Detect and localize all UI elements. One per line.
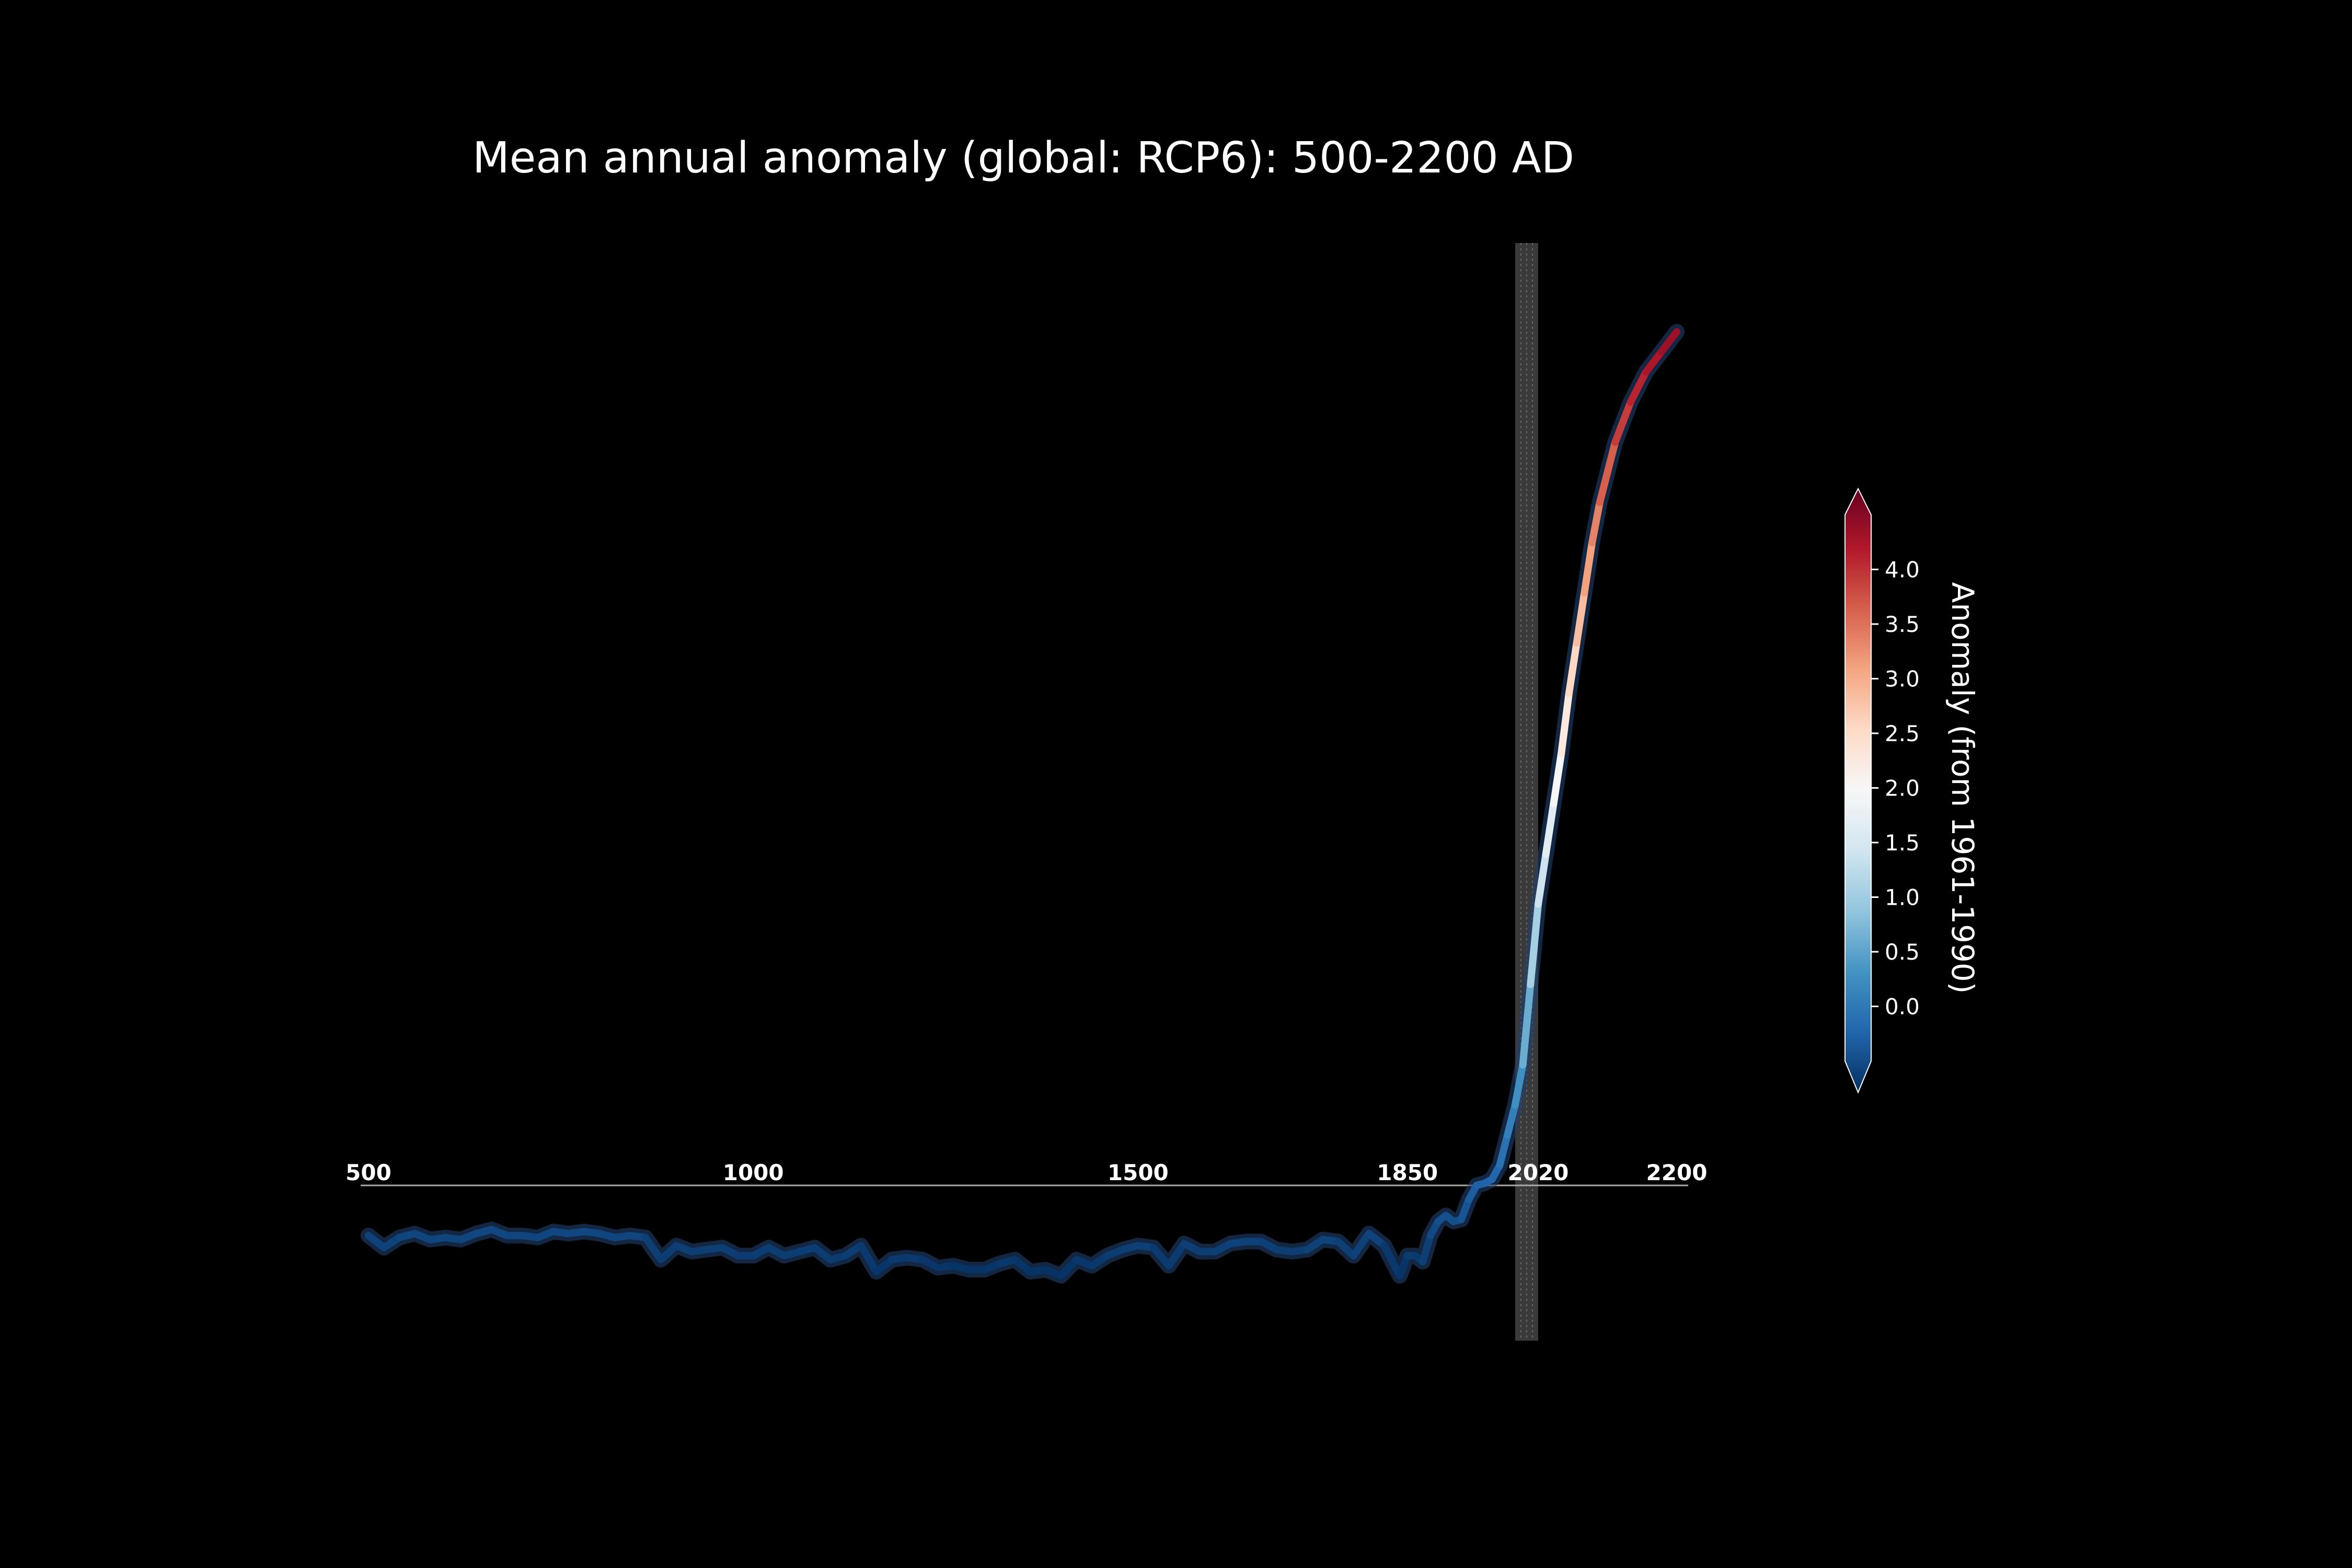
colorbar-label: Anomaly (from 1961-1990)	[1945, 582, 1980, 994]
x-tick-label: 500	[345, 1160, 391, 1185]
x-tick-label: 2020	[1508, 1160, 1569, 1185]
colorbar-tick-label: 3.5	[1885, 612, 1920, 637]
series-line-segment	[1558, 689, 1573, 757]
series-line-segment	[1527, 900, 1542, 988]
series-line-segment	[1565, 639, 1581, 697]
series-line-segment	[1611, 398, 1634, 446]
series-line-segment	[1519, 981, 1535, 1069]
colorbar-tick-label: 4.0	[1885, 557, 1920, 583]
series-line-segment	[1165, 1240, 1188, 1270]
x-tick-label: 1000	[723, 1160, 784, 1185]
series-line-segment	[1596, 439, 1619, 506]
series-line-segment	[1581, 539, 1596, 597]
series-line-segment	[1542, 800, 1558, 858]
series-line-segment	[1627, 368, 1650, 406]
series-line-segment	[1642, 348, 1665, 376]
chart-title: Mean annual anomaly (global: RCP6): 500-…	[472, 133, 1574, 183]
x-tick-label: 1500	[1108, 1160, 1169, 1185]
highlight-band-group	[1515, 243, 1538, 1341]
x-tick-label: 2200	[1646, 1160, 1708, 1185]
series-line-segment	[1511, 1061, 1527, 1109]
series-line-segment	[1550, 750, 1565, 808]
colorbar-body	[1844, 487, 1872, 1094]
series-line-segment	[642, 1233, 665, 1264]
colorbar-tick-label: 0.5	[1885, 939, 1920, 965]
series-line-glow	[361, 324, 1685, 1284]
series-line-segment	[1380, 1242, 1403, 1279]
series-line-segment	[1504, 1101, 1519, 1139]
colorbar-tick-label: 2.0	[1885, 776, 1920, 801]
series-line-segment	[1588, 499, 1604, 547]
x-tick-labels: 500 1000 1500 1850 2020 2200	[345, 1160, 1707, 1185]
colorbar-tick-label: 0.0	[1885, 994, 1920, 1020]
colorbar-tick-label: 2.5	[1885, 721, 1920, 746]
series-line-segment	[1573, 589, 1588, 647]
colorbar-ticks: 0.0 0.5 1.0 1.5 2.0 2.5 3.0 3.5 4.0	[1871, 557, 1920, 1020]
series-line-segment	[1149, 1243, 1173, 1270]
series-line-segment	[857, 1242, 880, 1276]
colorbar-tick-label: 1.0	[1885, 885, 1920, 910]
series-line-segment	[1057, 1256, 1080, 1279]
series-line-segment	[1534, 850, 1550, 908]
x-tick-label: 1850	[1377, 1160, 1438, 1185]
series-line-segment	[1657, 328, 1680, 356]
colorbar: 0.0 0.5 1.0 1.5 2.0 2.5 3.0 3.5 4.0 Anomaly (fro…	[1844, 487, 1980, 1094]
series-line-segment	[1496, 1131, 1512, 1169]
series-line	[365, 328, 1680, 1279]
series-line-segment	[1350, 1230, 1373, 1260]
series-line-outline	[361, 324, 1685, 1284]
colorbar-tick-label: 1.5	[1885, 830, 1920, 856]
colorbar-tick-label: 3.0	[1885, 666, 1920, 692]
series-line-segment	[1419, 1231, 1434, 1265]
